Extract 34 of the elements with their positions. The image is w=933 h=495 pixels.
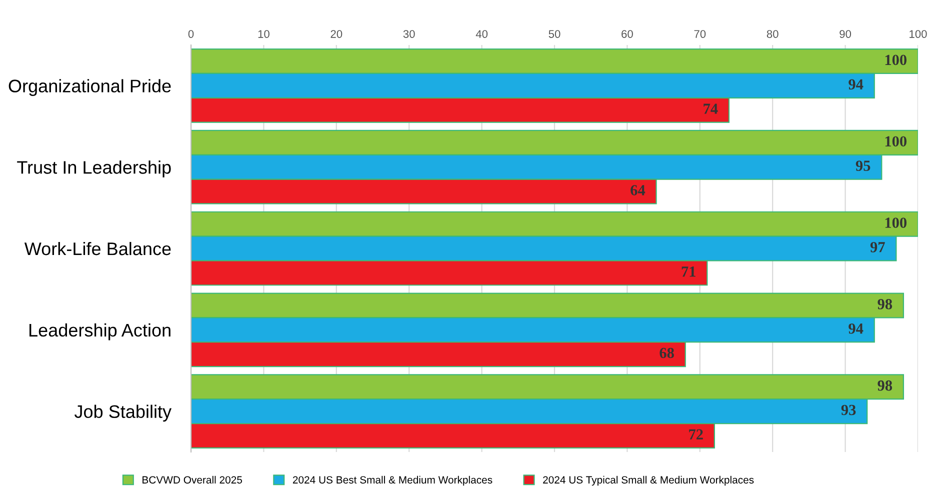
- data-label: 74: [704, 104, 718, 114]
- data-label: 95: [856, 160, 870, 171]
- data-label: 71: [682, 266, 696, 277]
- legend-label: BCVWD Overall 2025: [142, 476, 242, 484]
- x-tick-label: 40: [476, 30, 488, 38]
- y-tick-label: Organizational Pride: [8, 79, 171, 96]
- data-label: 100: [885, 136, 907, 147]
- legend-label: 2024 US Best Small & Medium Workplaces: [292, 476, 492, 486]
- x-tick-label: 10: [258, 30, 270, 38]
- x-tick-label: 90: [840, 30, 852, 38]
- data-label: 98: [878, 380, 892, 391]
- x-tick-label: 50: [548, 30, 560, 38]
- data-label: 68: [660, 348, 674, 358]
- data-label: 100: [885, 218, 907, 228]
- x-tick-label: 100: [910, 30, 927, 38]
- y-tick-label: Leadership Action: [30, 323, 170, 340]
- data-label: 98: [878, 298, 892, 310]
- x-tick-label: 70: [694, 30, 706, 38]
- x-tick-label: 20: [330, 30, 342, 38]
- x-tick-label: 60: [622, 30, 633, 38]
- data-label: 100: [885, 54, 907, 66]
- y-tick-label: Work-Life Balance: [24, 242, 171, 256]
- data-label: 93: [841, 404, 856, 416]
- data-label: 97: [870, 242, 885, 252]
- data-label: 94: [848, 323, 864, 334]
- y-tick-label: Job Stability: [74, 404, 172, 422]
- data-label: 94: [848, 79, 864, 90]
- x-tick-label: 80: [766, 30, 778, 38]
- y-tick-label: Trust In Leadership: [17, 160, 171, 178]
- x-tick-label: 0: [188, 30, 194, 38]
- data-label: 72: [689, 429, 703, 440]
- x-tick-label: 30: [403, 30, 415, 38]
- legend-label: 2024 US Typical Small & Medium Workplaces: [543, 476, 754, 486]
- data-label: 64: [630, 185, 646, 196]
